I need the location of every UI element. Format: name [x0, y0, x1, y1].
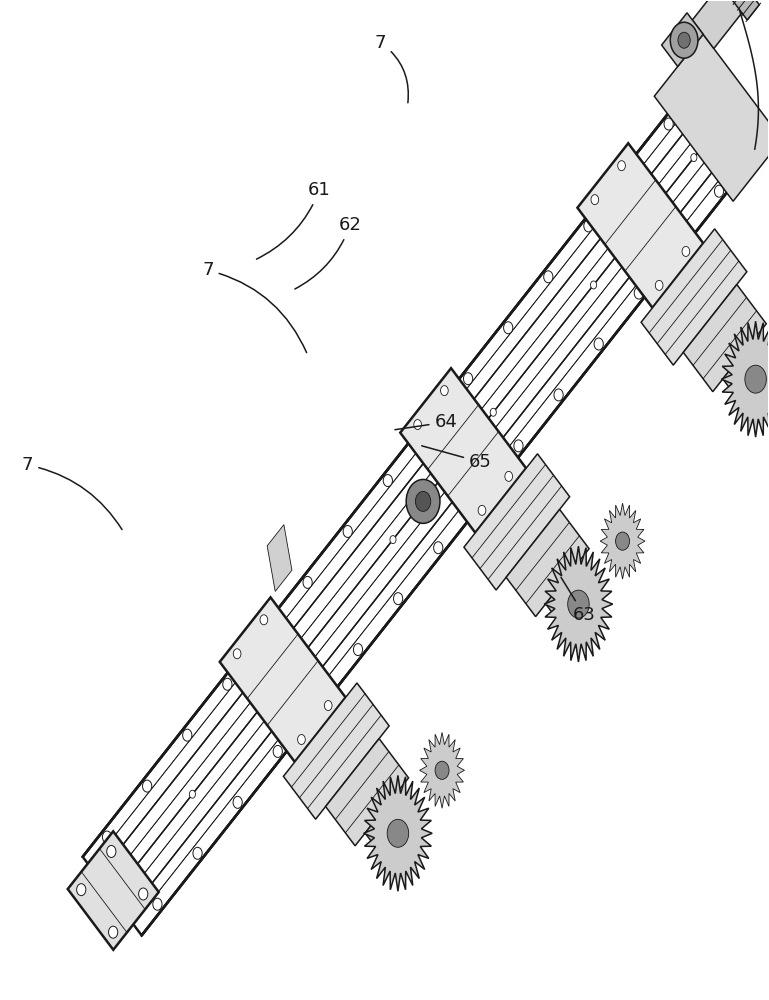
Text: 7: 7: [202, 261, 307, 353]
Circle shape: [754, 134, 764, 146]
Polygon shape: [220, 597, 345, 762]
Circle shape: [544, 271, 553, 283]
Circle shape: [325, 701, 332, 711]
Polygon shape: [325, 739, 408, 846]
Circle shape: [591, 281, 597, 289]
Polygon shape: [723, 337, 767, 393]
Circle shape: [435, 761, 449, 779]
Polygon shape: [692, 0, 745, 49]
Circle shape: [505, 471, 513, 481]
Circle shape: [108, 926, 118, 938]
Circle shape: [441, 386, 448, 396]
Circle shape: [490, 408, 496, 416]
Text: 7: 7: [375, 34, 408, 103]
Circle shape: [153, 898, 162, 910]
Polygon shape: [544, 546, 613, 662]
Circle shape: [233, 796, 242, 808]
Circle shape: [671, 22, 698, 58]
Circle shape: [554, 389, 563, 401]
Polygon shape: [578, 143, 704, 308]
Circle shape: [183, 729, 192, 741]
Text: 63: 63: [561, 577, 595, 624]
Polygon shape: [267, 525, 292, 591]
Text: 7: 7: [22, 456, 122, 530]
Circle shape: [414, 420, 421, 430]
Circle shape: [664, 118, 673, 130]
Polygon shape: [364, 775, 432, 891]
Circle shape: [233, 649, 241, 659]
Circle shape: [434, 542, 443, 554]
Circle shape: [383, 475, 392, 487]
Circle shape: [584, 220, 593, 232]
Polygon shape: [365, 791, 409, 847]
Polygon shape: [83, 59, 769, 935]
Circle shape: [634, 287, 644, 299]
Circle shape: [624, 169, 633, 181]
Circle shape: [193, 847, 202, 859]
Text: 62: 62: [295, 216, 361, 289]
Text: 65: 65: [421, 446, 492, 471]
Circle shape: [568, 590, 589, 618]
Circle shape: [714, 185, 724, 197]
Circle shape: [464, 373, 473, 385]
Polygon shape: [284, 683, 389, 819]
Circle shape: [303, 576, 312, 588]
Circle shape: [474, 491, 483, 503]
Polygon shape: [641, 229, 747, 365]
Polygon shape: [661, 13, 703, 66]
Circle shape: [678, 32, 691, 48]
Circle shape: [424, 424, 432, 436]
Circle shape: [478, 505, 486, 515]
Circle shape: [189, 790, 195, 798]
Circle shape: [142, 780, 151, 792]
Circle shape: [390, 536, 396, 544]
Circle shape: [591, 195, 598, 205]
Circle shape: [313, 695, 322, 706]
Polygon shape: [400, 368, 526, 533]
Circle shape: [594, 338, 604, 350]
Polygon shape: [506, 509, 589, 617]
Circle shape: [406, 479, 440, 523]
Circle shape: [615, 532, 630, 550]
Polygon shape: [546, 561, 590, 618]
Circle shape: [394, 593, 403, 605]
Circle shape: [263, 627, 272, 639]
Circle shape: [745, 365, 767, 393]
Circle shape: [354, 644, 363, 656]
Circle shape: [504, 322, 513, 334]
Circle shape: [138, 888, 148, 900]
Circle shape: [298, 735, 305, 744]
Circle shape: [682, 246, 690, 256]
Polygon shape: [600, 503, 645, 579]
Circle shape: [704, 67, 714, 79]
Polygon shape: [420, 732, 464, 808]
Circle shape: [77, 884, 86, 896]
Circle shape: [290, 663, 296, 671]
Polygon shape: [721, 321, 769, 437]
Circle shape: [655, 280, 663, 290]
Polygon shape: [464, 454, 570, 590]
Circle shape: [514, 440, 523, 452]
Circle shape: [273, 745, 282, 757]
Polygon shape: [715, 0, 759, 20]
Circle shape: [415, 491, 431, 511]
Polygon shape: [684, 284, 766, 392]
Circle shape: [674, 236, 684, 248]
Circle shape: [107, 845, 116, 857]
Polygon shape: [654, 34, 769, 201]
Circle shape: [260, 615, 268, 625]
Text: 61: 61: [257, 181, 331, 259]
Circle shape: [223, 678, 232, 690]
Circle shape: [691, 154, 697, 162]
Circle shape: [618, 161, 625, 171]
Circle shape: [387, 819, 408, 847]
Circle shape: [343, 525, 352, 537]
Text: 64: 64: [395, 413, 458, 431]
Circle shape: [102, 831, 112, 843]
Polygon shape: [68, 831, 158, 950]
